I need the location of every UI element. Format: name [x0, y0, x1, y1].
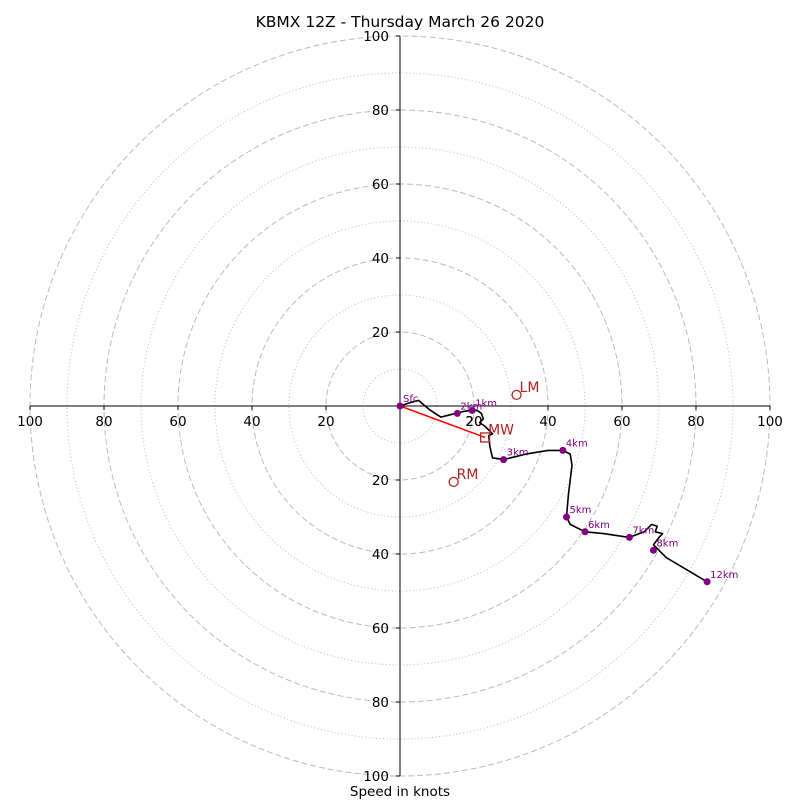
height-marker-label: 5km [570, 505, 592, 516]
y-tick-label: 40 [372, 251, 389, 267]
y-tick-label: 80 [372, 103, 389, 119]
mean-wind-line [399, 405, 486, 439]
y-tick-label: 40 [372, 547, 389, 563]
storm-motion-label: RM [457, 467, 479, 483]
x-tick-label: 60 [613, 414, 630, 430]
height-marker-label: 8km [656, 538, 678, 549]
mean-wind-vector [399, 405, 486, 439]
height-marker-label: 6km [588, 520, 610, 531]
height-marker-dot [500, 456, 508, 464]
y-tick-label: 20 [372, 473, 389, 489]
height-marker-label: 7km [632, 525, 654, 536]
y-tick-label: 60 [372, 177, 389, 193]
height-marker-dot [649, 546, 657, 554]
x-tick-label: 60 [169, 414, 186, 430]
height-marker-dot [559, 446, 567, 454]
inner-ring-label: 20 [465, 414, 482, 430]
y-tick-label: 100 [363, 29, 389, 45]
x-tick-label: 100 [757, 414, 783, 430]
storm-motion-square [479, 432, 491, 443]
x-tick-label: 80 [95, 414, 112, 430]
y-tick-label: 60 [372, 621, 389, 637]
height-marker-label: 4km [566, 438, 588, 449]
x-tick-label: 20 [317, 414, 334, 430]
height-marker-dot [563, 513, 570, 521]
storm-motion-circle [511, 389, 522, 401]
hodograph-line [399, 399, 708, 583]
height-marker-label: 12km [710, 570, 738, 581]
height-marker-dot [625, 533, 633, 541]
x-tick-label: 40 [243, 414, 260, 430]
height-marker-dot [453, 409, 461, 417]
height-marker-label: 3km [507, 448, 529, 459]
x-tick-label: 100 [17, 414, 43, 430]
y-tick-label: 100 [363, 769, 389, 785]
height-marker-label: Sfc [403, 394, 418, 405]
x-tick-label: 80 [687, 414, 704, 430]
height-marker-dot [396, 402, 404, 410]
hodograph-trace [399, 399, 708, 583]
storm-motion-markers: LM MW RM [448, 380, 540, 488]
height-marker-dot [703, 578, 711, 586]
height-marker-dot [581, 528, 589, 536]
x-tick-label: 40 [539, 414, 556, 430]
height-marker-label: 2km [460, 401, 482, 412]
y-tick-label: 80 [372, 695, 389, 711]
x-axis-label: Speed in knots [350, 784, 450, 800]
storm-motion-label: MW [488, 422, 514, 438]
chart-title: KBMX 12Z - Thursday March 26 2020 [256, 13, 545, 31]
tick-labels: 100 80 60 40 20 20 40 60 80 100 100 80 60 40 20 20 40 60 8… [17, 29, 783, 785]
height-marker-label: 1km [475, 398, 497, 409]
storm-motion-label: LM [520, 380, 540, 396]
storm-motion-circle [448, 476, 459, 488]
height-marker-dot [468, 406, 476, 414]
y-tick-label: 20 [372, 325, 389, 341]
x-tick-label: 20 [465, 414, 482, 430]
